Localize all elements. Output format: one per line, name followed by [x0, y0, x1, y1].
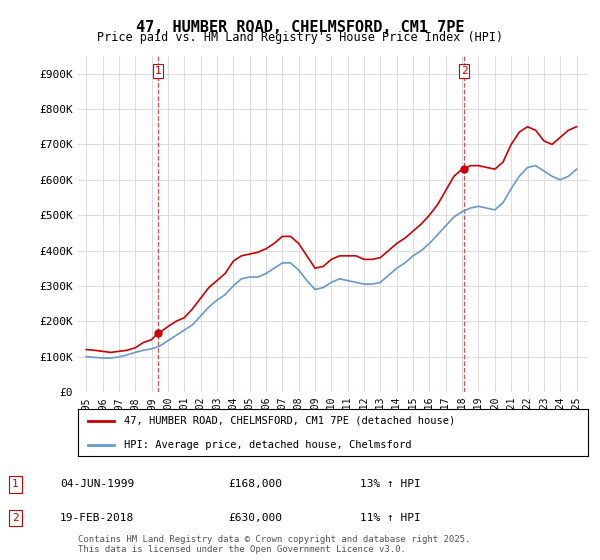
Text: 47, HUMBER ROAD, CHELMSFORD, CM1 7PE (detached house): 47, HUMBER ROAD, CHELMSFORD, CM1 7PE (de… — [124, 416, 455, 426]
Text: 11% ↑ HPI: 11% ↑ HPI — [360, 513, 421, 523]
Text: 2: 2 — [461, 66, 467, 76]
Text: HPI: Average price, detached house, Chelmsford: HPI: Average price, detached house, Chel… — [124, 440, 412, 450]
Text: £630,000: £630,000 — [228, 513, 282, 523]
Text: Contains HM Land Registry data © Crown copyright and database right 2025.
This d: Contains HM Land Registry data © Crown c… — [78, 535, 470, 554]
Text: 04-JUN-1999: 04-JUN-1999 — [60, 479, 134, 489]
Text: 19-FEB-2018: 19-FEB-2018 — [60, 513, 134, 523]
Text: 47, HUMBER ROAD, CHELMSFORD, CM1 7PE: 47, HUMBER ROAD, CHELMSFORD, CM1 7PE — [136, 20, 464, 35]
Text: 2: 2 — [12, 513, 19, 523]
Text: 13% ↑ HPI: 13% ↑ HPI — [360, 479, 421, 489]
Text: 1: 1 — [155, 66, 162, 76]
Text: £168,000: £168,000 — [228, 479, 282, 489]
Text: Price paid vs. HM Land Registry's House Price Index (HPI): Price paid vs. HM Land Registry's House … — [97, 31, 503, 44]
Text: 1: 1 — [12, 479, 19, 489]
